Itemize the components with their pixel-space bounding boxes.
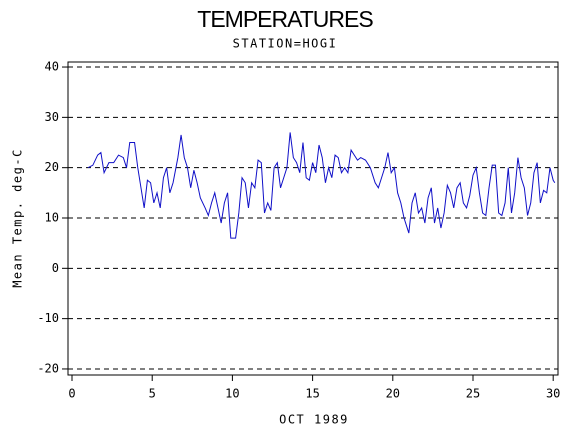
x-tick-label: 25 (466, 387, 480, 401)
y-tick-label: 10 (45, 210, 59, 224)
x-tick-label: 30 (546, 387, 560, 401)
x-axis-label: OCT 1989 (279, 413, 349, 427)
y-tick-label: -20 (37, 361, 59, 375)
chart-title: TEMPERATURES (197, 6, 373, 32)
y-tick-label: 40 (45, 60, 59, 74)
x-tick-label: 0 (68, 387, 75, 401)
y-tick-label: 0 (52, 261, 59, 275)
x-tick-label: 15 (305, 387, 319, 401)
plot-frame (67, 61, 559, 376)
x-tick-label: 20 (386, 387, 400, 401)
y-tick-label: 20 (45, 160, 59, 174)
x-tick-label: 5 (149, 387, 156, 401)
y-tick-label: -10 (37, 311, 59, 325)
chart-subtitle: STATION=HOGI (233, 37, 338, 51)
data-line (87, 132, 556, 239)
x-tick-label: 10 (225, 387, 239, 401)
y-tick-label: 30 (45, 110, 59, 124)
y-axis-label: Mean Temp. deg-C (11, 148, 25, 288)
